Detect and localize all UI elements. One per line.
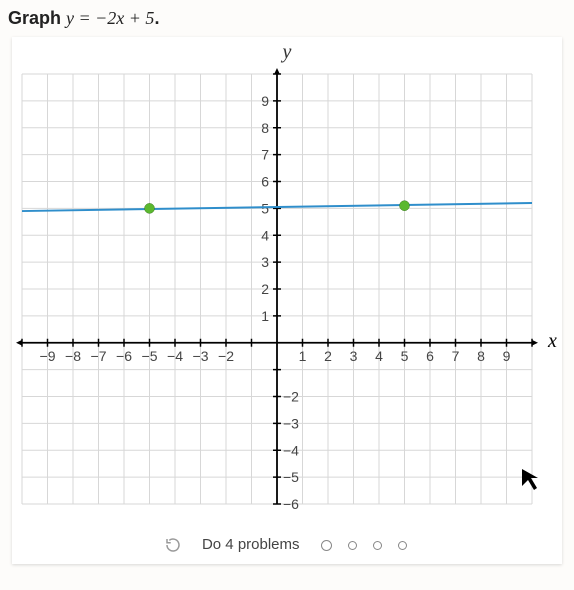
svg-text:−2: −2 xyxy=(283,389,299,405)
svg-text:8: 8 xyxy=(261,120,269,136)
svg-text:−3: −3 xyxy=(193,348,209,364)
footer-text: Do 4 problems xyxy=(202,536,300,553)
svg-text:5: 5 xyxy=(261,200,269,216)
title-suffix: . xyxy=(154,8,159,28)
svg-text:8: 8 xyxy=(477,348,485,364)
progress-dot xyxy=(398,541,407,550)
svg-text:−4: −4 xyxy=(283,442,299,458)
svg-text:−6: −6 xyxy=(283,496,299,512)
svg-text:9: 9 xyxy=(261,93,269,109)
svg-text:9: 9 xyxy=(503,348,511,364)
plotted-point[interactable] xyxy=(145,203,155,213)
svg-text:−7: −7 xyxy=(91,348,107,364)
svg-text:4: 4 xyxy=(375,348,383,364)
x-axis-label: x xyxy=(548,330,557,353)
svg-text:2: 2 xyxy=(324,348,332,364)
svg-text:−3: −3 xyxy=(283,415,299,431)
svg-text:−5: −5 xyxy=(283,469,299,485)
svg-text:−9: −9 xyxy=(40,348,56,364)
svg-text:−6: −6 xyxy=(116,348,132,364)
chart-container: y −9 −8 −7 −6 −5 −4 −3 −2 1 2 3 4 5 6 7 8 9 1 2 3 4 5 6 7 8 9 −2 −3… xyxy=(12,37,562,564)
svg-text:7: 7 xyxy=(452,348,460,364)
coordinate-plane[interactable]: −9 −8 −7 −6 −5 −4 −3 −2 1 2 3 4 5 6 7 8 9 1 2 3 4 5 6 7 8 9 −2 −3 −4… xyxy=(12,64,562,524)
svg-text:6: 6 xyxy=(426,348,434,364)
problem-title: Graph y = −2x + 5. xyxy=(8,8,566,29)
progress-dot xyxy=(321,540,332,551)
svg-text:−8: −8 xyxy=(65,348,81,364)
svg-text:−5: −5 xyxy=(142,348,158,364)
footer-bar: Do 4 problems xyxy=(12,524,562,564)
svg-text:2: 2 xyxy=(261,281,269,297)
plotted-point[interactable] xyxy=(400,201,410,211)
svg-text:1: 1 xyxy=(299,348,307,364)
y-axis-label: y xyxy=(12,41,562,64)
svg-text:3: 3 xyxy=(261,254,269,270)
title-equation: y = −2x + 5 xyxy=(66,8,154,28)
svg-text:5: 5 xyxy=(401,348,409,364)
retry-icon[interactable] xyxy=(164,536,182,554)
title-prefix: Graph xyxy=(8,8,66,28)
svg-text:7: 7 xyxy=(261,147,269,163)
svg-text:−4: −4 xyxy=(167,348,183,364)
progress-dot xyxy=(348,541,357,550)
svg-text:4: 4 xyxy=(261,227,269,243)
progress-dots xyxy=(318,536,411,553)
progress-dot xyxy=(373,541,382,550)
svg-text:6: 6 xyxy=(261,174,269,190)
svg-text:1: 1 xyxy=(261,308,269,324)
svg-text:3: 3 xyxy=(350,348,358,364)
svg-text:−2: −2 xyxy=(218,348,234,364)
